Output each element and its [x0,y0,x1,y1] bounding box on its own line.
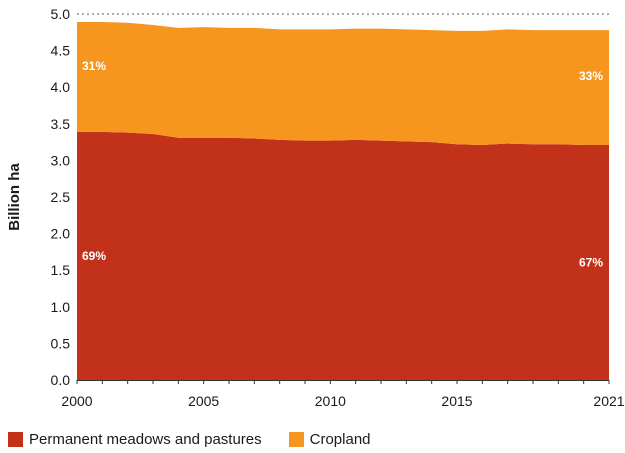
legend-item-cropland: Cropland [288,431,371,448]
y-tick-label: 2.5 [51,189,71,205]
axes-layer: 0.0 0.5 1.0 1.5 2.0 2.5 3.0 3.5 4.0 4.5 5.0 2000 200… [51,6,625,409]
y-tick-label: 1.0 [51,299,71,315]
legend-item-permanent-meadows: Permanent meadows and pastures [8,431,262,448]
x-tick-label: 2021 [593,393,624,409]
y-tick-label: 0.0 [51,372,71,388]
share-label-cropland-2000: 31% [82,59,106,73]
share-label-permanent-meadows-2000: 69% [82,249,106,263]
y-tick-label: 4.5 [51,43,71,59]
legend-label-permanent-meadows: Permanent meadows and pastures [29,431,262,448]
y-tick-label: 5.0 [51,6,71,22]
legend-swatch-cropland [288,432,304,447]
y-tick-label: 4.0 [51,79,71,95]
y-tick-label: 3.5 [51,116,71,132]
area-cropland [77,22,609,146]
y-tick-label: 0.5 [51,335,71,351]
y-tick-label: 3.0 [51,152,71,168]
x-tick-label: 2005 [188,393,219,409]
x-tick-label: 2000 [61,393,92,409]
share-label-cropland-2021: 33% [579,69,603,83]
area-layer [77,22,609,380]
legend: Permanent meadows and pastures Cropland [8,431,398,448]
share-label-permanent-meadows-2021: 67% [579,256,603,270]
share-label-layer: 69% 67% 31% 33% [82,59,603,270]
area-permanent-meadows [77,131,609,380]
y-tick-label: 2.0 [51,226,71,242]
y-axis-title: Billion ha [6,163,23,231]
legend-label-cropland: Cropland [309,431,371,448]
x-tick-label: 2015 [441,393,472,409]
legend-swatch-permanent-meadows [8,432,23,447]
y-tick-label: 1.5 [51,262,71,278]
x-tick-label: 2010 [315,393,346,409]
